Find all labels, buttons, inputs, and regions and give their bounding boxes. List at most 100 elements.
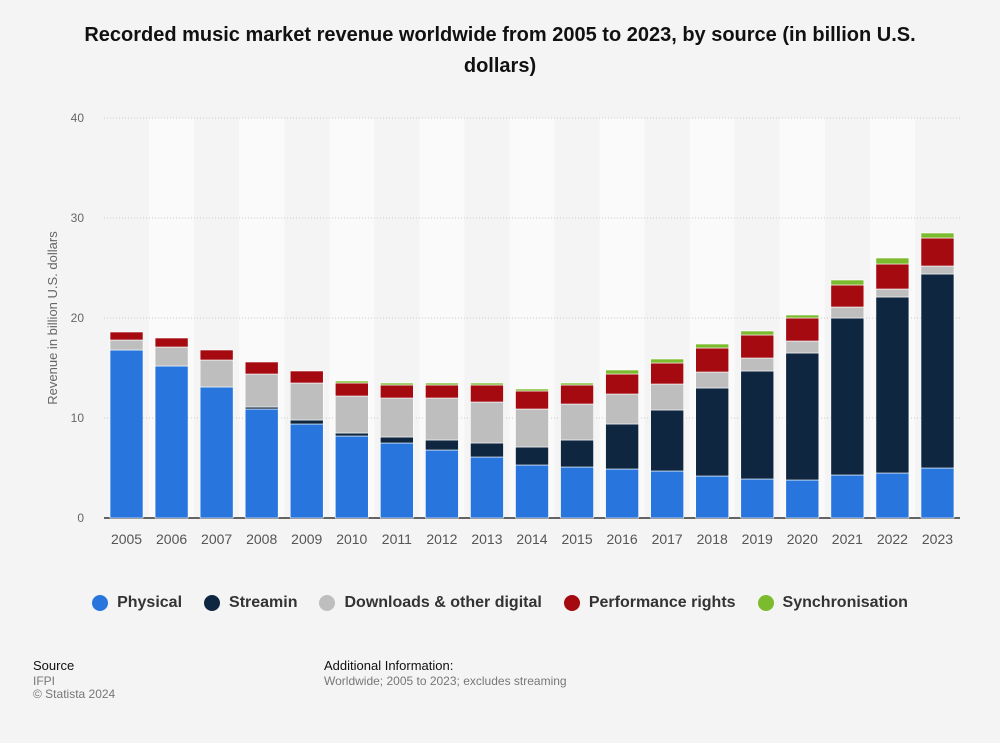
x-tick-label: 2006 bbox=[156, 531, 187, 547]
y-tick-label: 30 bbox=[71, 211, 85, 225]
legend-label: Synchronisation bbox=[782, 594, 908, 611]
x-tick-labels: 2005 2006 2007 2008 2009 2010 2011 2012 2013 2014… bbox=[111, 531, 953, 547]
bar-segment-physical bbox=[650, 470, 684, 519]
bar-segment-performance-rights bbox=[785, 317, 820, 342]
bar-segment-physical bbox=[515, 464, 549, 519]
x-tick-label: 2017 bbox=[652, 531, 683, 547]
bar-segment-downloads-other-digital bbox=[830, 306, 865, 319]
bar-segment-downloads-other-digital bbox=[695, 371, 730, 389]
x-tick-label: 2022 bbox=[877, 531, 908, 547]
bar-segment-performance-rights bbox=[605, 373, 639, 395]
additional-info-label: Additional Information: bbox=[324, 658, 454, 673]
bar-segment-physical bbox=[380, 442, 414, 519]
x-tick-label: 2011 bbox=[382, 531, 412, 547]
bar-segment-downloads-other-digital bbox=[470, 401, 504, 444]
legend-item[interactable]: Downloads & other digital bbox=[319, 594, 542, 612]
y-axis-label: Revenue in billion U.S. dollars bbox=[45, 231, 60, 405]
bar-segment-performance-rights bbox=[650, 362, 684, 385]
legend-swatch bbox=[563, 595, 580, 611]
legend-item[interactable]: Performance rights bbox=[563, 594, 736, 612]
bar-segment-streamin bbox=[560, 439, 594, 468]
bar-segment-physical bbox=[740, 478, 775, 519]
bar-segment-physical bbox=[920, 467, 955, 519]
bar-segment-streamin bbox=[334, 432, 369, 437]
legend-label: Performance rights bbox=[588, 594, 736, 611]
bar-segment-performance-rights bbox=[560, 384, 594, 405]
bar-segment-downloads-other-digital bbox=[875, 288, 910, 298]
legend-item[interactable]: Physical bbox=[92, 594, 182, 612]
bar-segment-synchronisation bbox=[920, 232, 955, 239]
bar-segment-performance-rights bbox=[740, 334, 775, 359]
bar-segment-performance-rights bbox=[380, 384, 414, 399]
bar-segment-streamin bbox=[785, 352, 820, 481]
bar-segment-performance-rights bbox=[470, 384, 504, 403]
bar-segment-performance-rights bbox=[875, 263, 910, 290]
bar-segment-physical bbox=[560, 466, 594, 519]
bar-segment-synchronisation bbox=[605, 369, 639, 375]
legend-item[interactable]: Synchronisation bbox=[757, 594, 908, 612]
bar-segment-synchronisation bbox=[785, 314, 820, 319]
bar-segment-physical bbox=[425, 449, 459, 519]
source-label: Source bbox=[33, 658, 75, 673]
bar-segment-streamin bbox=[830, 317, 865, 476]
bar-segment-downloads-other-digital bbox=[425, 397, 459, 441]
bar-segment-downloads-other-digital bbox=[920, 265, 955, 275]
legend: Physical Streamin Downloads & other digita… bbox=[0, 594, 1000, 612]
bar-segment-physical bbox=[785, 479, 820, 519]
legend-item[interactable]: Streamin bbox=[204, 594, 297, 612]
legend-swatch bbox=[204, 595, 221, 611]
source-block: Source IFPI © Statista 2024 bbox=[33, 659, 115, 701]
bar-segment-synchronisation bbox=[740, 330, 775, 336]
x-tick-label: 2007 bbox=[201, 531, 232, 547]
bar-segment-streamin bbox=[289, 419, 324, 425]
legend-label: Downloads & other digital bbox=[344, 594, 542, 611]
x-tick-label: 2013 bbox=[471, 531, 502, 547]
bar-segment-downloads-other-digital bbox=[740, 357, 775, 372]
bar-segment-physical bbox=[470, 456, 504, 519]
x-tick-label: 2009 bbox=[291, 531, 322, 547]
bar-segment-performance-rights bbox=[109, 331, 144, 341]
bar-segment-synchronisation bbox=[830, 279, 865, 286]
x-tick-label: 2016 bbox=[607, 531, 638, 547]
bar-segment-streamin bbox=[515, 446, 549, 466]
bar-segment-performance-rights bbox=[334, 382, 369, 397]
x-tick-label: 2008 bbox=[246, 531, 277, 547]
bar-segment-streamin bbox=[470, 442, 504, 458]
bars bbox=[109, 232, 955, 519]
bar-segment-downloads-other-digital bbox=[650, 383, 684, 411]
bar-segment-performance-rights bbox=[244, 361, 279, 375]
legend-label: Physical bbox=[117, 594, 183, 611]
bar-segment-synchronisation bbox=[425, 382, 459, 386]
bar-segment-physical bbox=[605, 468, 639, 519]
x-tick-label: 2021 bbox=[832, 531, 863, 547]
bar-segment-streamin bbox=[425, 439, 459, 451]
bar-segment-synchronisation bbox=[695, 343, 730, 349]
bar-segment-performance-rights bbox=[425, 384, 459, 399]
bar-segment-downloads-other-digital bbox=[289, 382, 324, 421]
bar-segment-synchronisation bbox=[875, 257, 910, 265]
legend-label: Streamin bbox=[229, 594, 298, 611]
bar-segment-physical bbox=[199, 386, 234, 519]
bar-segment-streamin bbox=[875, 296, 910, 474]
bar-segment-performance-rights bbox=[199, 349, 234, 361]
x-tick-label: 2014 bbox=[516, 531, 547, 547]
bar-segment-downloads-other-digital bbox=[154, 346, 189, 367]
bar-segment-physical bbox=[244, 408, 279, 519]
x-tick-label: 2015 bbox=[561, 531, 592, 547]
additional-info-value: Worldwide; 2005 to 2023; excludes stream… bbox=[324, 674, 567, 688]
x-tick-label: 2018 bbox=[697, 531, 728, 547]
y-tick-label: 20 bbox=[71, 311, 85, 325]
bar-segment-streamin bbox=[695, 387, 730, 477]
bar-segment-synchronisation bbox=[334, 380, 369, 384]
bar-segment-downloads-other-digital bbox=[560, 403, 594, 441]
x-tick-label: 2019 bbox=[742, 531, 773, 547]
bar-segment-downloads-other-digital bbox=[109, 339, 144, 351]
y-tick-labels: 0 10 20 30 40 bbox=[71, 111, 85, 525]
bar-segment-downloads-other-digital bbox=[244, 373, 279, 408]
legend-swatch bbox=[319, 595, 336, 611]
bar-segment-synchronisation bbox=[515, 388, 549, 392]
bar-segment-synchronisation bbox=[560, 382, 594, 386]
x-tick-label: 2020 bbox=[787, 531, 818, 547]
bar-segment-streamin bbox=[605, 423, 639, 470]
